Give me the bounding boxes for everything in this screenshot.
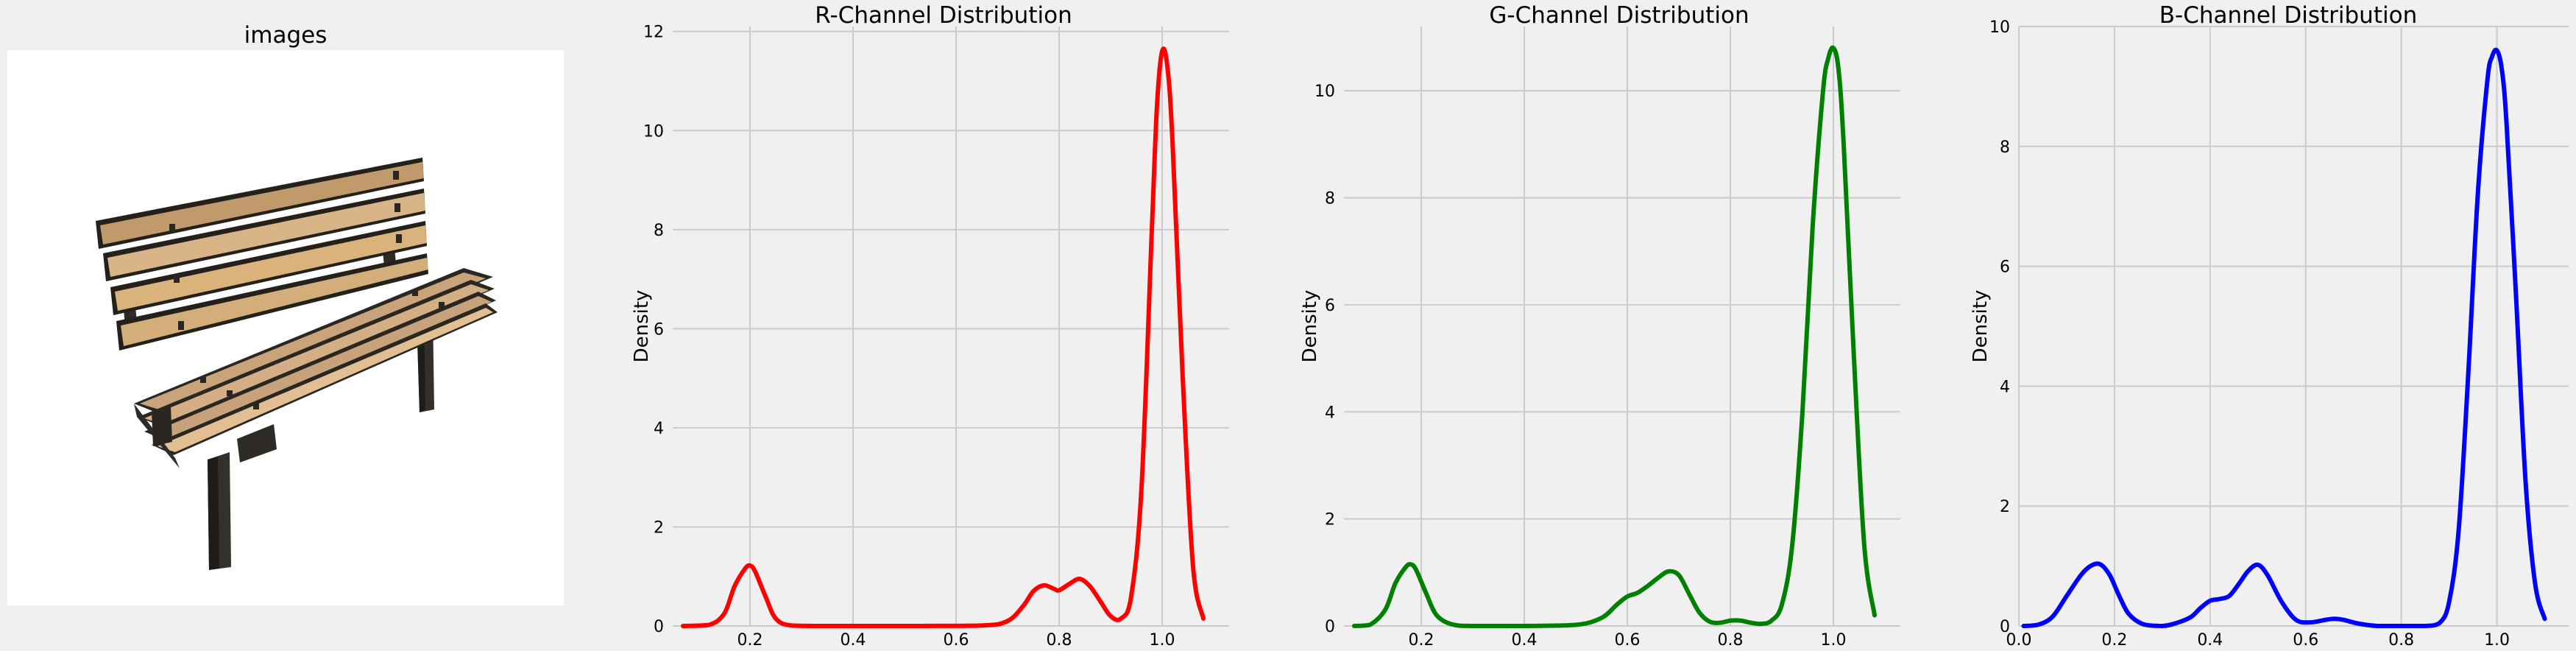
image-frame <box>7 50 564 605</box>
image-panel: images <box>7 22 564 605</box>
g-channel-title: G-Channel Distribution <box>1489 2 1749 29</box>
park-bench-icon <box>96 158 498 570</box>
g-channel-xtick-label: 0.2 <box>1409 631 1434 650</box>
g-channel-ytick-label: 2 <box>1325 511 1335 529</box>
r-channel-plot-area <box>673 27 1229 626</box>
r-channel-ytick-label: 12 <box>643 24 664 42</box>
b-channel-yticks: 0 2 4 6 8 10 <box>1989 18 2010 636</box>
g-channel-xtick-label: 0.4 <box>1512 631 1538 650</box>
r-channel-ytick-label: 4 <box>654 420 664 438</box>
b-channel-ytick-label: 4 <box>2000 378 2010 396</box>
r-channel-xtick-label: 1.0 <box>1150 631 1175 650</box>
r-channel-ytick-label: 10 <box>643 122 664 141</box>
b-channel-ylabel: Density <box>1970 290 1992 363</box>
b-channel-ytick-label: 0 <box>2000 618 2010 636</box>
b-channel-plot-area <box>2019 27 2569 626</box>
g-channel-yticks: 0 2 4 6 8 10 <box>1314 82 1335 636</box>
r-channel-ytick-label: 0 <box>654 618 664 636</box>
b-channel-xtick-label: 0.0 <box>2006 631 2032 650</box>
r-channel-xtick-label: 0.2 <box>737 631 763 650</box>
r-channel-xtick-label: 0.6 <box>944 631 969 650</box>
b-channel-title: B-Channel Distribution <box>2159 2 2417 29</box>
r-channel-xticks: 0.2 0.4 0.6 0.8 1.0 <box>737 631 1175 650</box>
b-channel-chart: B-Channel Distribution Density 0 2 4 6 8 10 0… <box>1970 2 2569 650</box>
g-channel-xtick-label: 1.0 <box>1821 631 1847 650</box>
b-channel-ytick-label: 10 <box>1989 18 2010 37</box>
r-channel-density-line <box>681 46 1206 628</box>
b-channel-ytick-label: 6 <box>2000 258 2010 277</box>
r-channel-ytick-label: 6 <box>654 320 664 339</box>
b-channel-ytick-label: 8 <box>2000 138 2010 157</box>
b-channel-grid <box>2018 26 2569 627</box>
g-channel-xticks: 0.2 0.4 0.6 0.8 1.0 <box>1409 631 1847 650</box>
r-channel-series <box>681 46 1206 628</box>
g-channel-density-line <box>1352 45 1877 629</box>
b-channel-xtick-label: 0.8 <box>2388 631 2414 650</box>
r-channel-ytick-label: 2 <box>654 518 664 537</box>
image-panel-title: images <box>244 22 328 49</box>
g-channel-chart: G-Channel Distribution Density 0 2 4 6 8 10 0… <box>1299 2 1900 650</box>
b-channel-xtick-label: 0.6 <box>2293 631 2318 650</box>
g-channel-ytick-label: 8 <box>1325 190 1335 208</box>
g-channel-plot-area <box>1344 27 1900 626</box>
g-channel-xtick-label: 0.8 <box>1718 631 1744 650</box>
b-channel-xtick-label: 1.0 <box>2484 631 2510 650</box>
r-channel-ytick-label: 8 <box>654 222 664 240</box>
r-channel-xtick-label: 0.4 <box>841 631 866 650</box>
b-channel-xticks: 0.0 0.2 0.4 0.6 0.8 1.0 <box>2006 631 2510 650</box>
b-channel-ytick-label: 2 <box>2000 498 2010 516</box>
r-channel-grid <box>673 27 1229 627</box>
r-channel-xtick-label: 0.8 <box>1047 631 1072 650</box>
r-channel-ylabel: Density <box>631 290 653 363</box>
g-channel-series <box>1352 45 1877 629</box>
b-channel-series <box>2021 47 2547 628</box>
r-channel-yticks: 0 2 4 6 8 10 12 <box>643 24 664 636</box>
g-channel-ytick-label: 6 <box>1325 297 1335 315</box>
r-channel-chart: R-Channel Distribution Density 0 2 4 6 8 10 12… <box>631 2 1229 650</box>
g-channel-ytick-label: 4 <box>1325 404 1335 422</box>
b-channel-density-line <box>2021 47 2547 628</box>
r-channel-title: R-Channel Distribution <box>815 2 1072 29</box>
g-channel-ylabel: Density <box>1299 290 1321 363</box>
b-channel-xtick-label: 0.2 <box>2101 631 2127 650</box>
g-channel-xtick-label: 0.6 <box>1615 631 1641 650</box>
g-channel-ytick-label: 0 <box>1325 618 1335 636</box>
g-channel-ytick-label: 10 <box>1314 82 1335 101</box>
g-channel-grid <box>1344 27 1900 627</box>
b-channel-xtick-label: 0.4 <box>2197 631 2223 650</box>
